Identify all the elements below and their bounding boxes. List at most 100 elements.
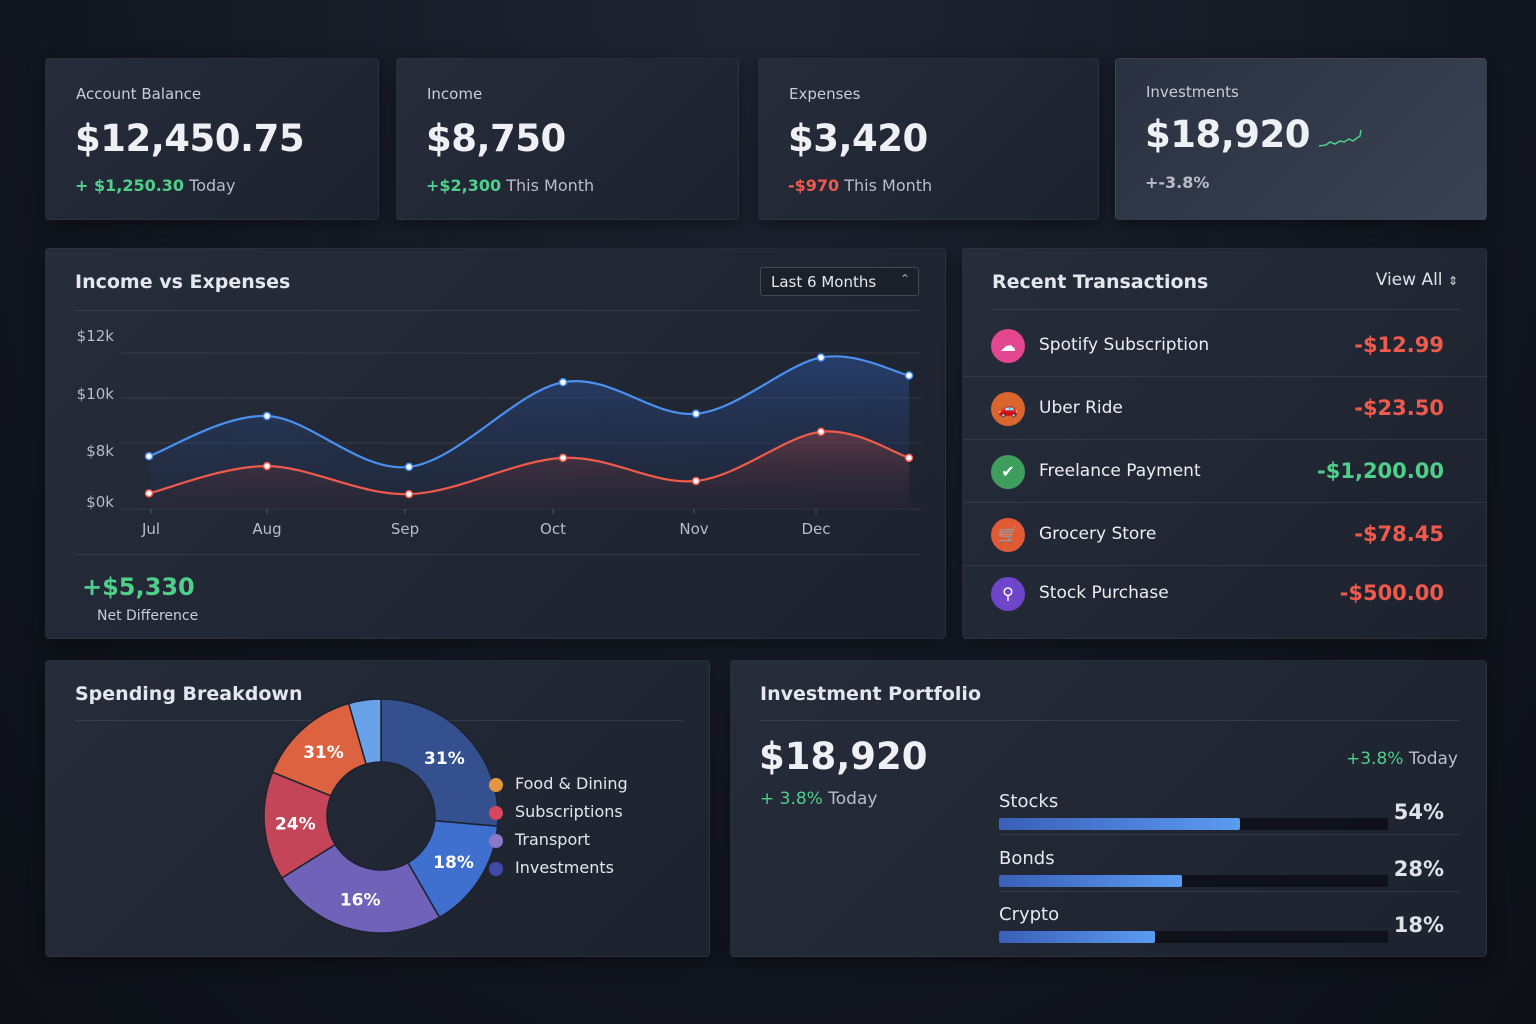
legend-dot [489,778,503,792]
y-tick-label: $12k [77,327,115,345]
transaction-amount: -$78.45 [1354,522,1444,546]
check-icon: ✔ [991,455,1025,489]
card-change: +$2,300 [426,176,502,195]
income-expenses-chart: $0k $8k $10k $12k Jul Aug Sep Oct Nov Dec [77,327,921,538]
legend-label: Transport [515,830,591,849]
legend-item: Food & Dining [489,774,628,793]
x-tick-label: Oct [540,520,566,538]
cloud-icon: ☁ [991,329,1025,363]
card-label: Expenses [789,85,861,103]
asset-percent: 18% [1393,913,1444,937]
data-point [404,462,414,472]
card-label: Investments [1146,83,1239,101]
chevron-updown-icon: ⌃ [899,272,910,286]
donut-slice [347,698,382,766]
data-point [144,489,154,498]
divider [992,309,1460,310]
legend-item: Investments [489,858,614,877]
card-change: + $1,250.30 [75,176,185,195]
donut-slice [280,843,441,934]
y-tick-label: $0k [86,493,114,511]
transaction-row[interactable]: ☁ Spotify Subscription -$12.99 [963,315,1486,377]
transaction-row[interactable]: 🛒 Grocery Store -$78.45 [963,504,1486,566]
account-balance-card: Account Balance $12,450.75 + $1,250.30 T… [45,58,379,220]
card-value: $8,750 [426,117,566,160]
spending-donut-chart: 31% 18% 16% 24% 31% [263,698,499,934]
range-select-value: Last 6 Months [771,273,877,291]
transaction-amount: -$23.50 [1354,396,1444,420]
income-expenses-panel: Income vs Expenses Last 6 Months ⌃ $0k $8k… [45,248,946,639]
recent-transactions-panel: Recent Transactions View All ⇕ ☁ Spotify… [962,248,1487,639]
portfolio-period-right: Today [1408,749,1458,769]
transaction-row[interactable]: ⚲ Stock Purchase -$500.00 [963,563,1486,625]
divider [999,891,1460,892]
asset-bar-track [999,818,1388,830]
panel-title: Spending Breakdown [75,683,303,705]
portfolio-change-right: +3.8% [1345,749,1404,769]
view-all-button[interactable]: View All ⇕ [1376,270,1458,290]
transaction-row[interactable]: ✔ Freelance Payment -$1,200.00 [963,441,1486,503]
data-point [144,451,154,461]
panel-title: Income vs Expenses [75,271,291,293]
transaction-name: Stock Purchase [1039,583,1169,603]
asset-bar-fill [999,931,1155,943]
legend-item: Transport [489,830,591,849]
transaction-row[interactable]: 🚗 Uber Ride -$23.50 [963,378,1486,440]
asset-percent: 28% [1393,857,1444,881]
panel-title: Investment Portfolio [760,683,981,705]
divider [75,554,919,555]
y-tick-label: $8k [86,442,114,460]
asset-bar-track [999,931,1388,943]
transaction-amount: -$500.00 [1339,581,1444,605]
transaction-amount: -$1,200.00 [1317,459,1444,483]
card-period: This Month [506,176,595,195]
investments-card: Investments $18,920 +-3.8% [1115,58,1487,220]
range-select[interactable]: Last 6 Months ⌃ [760,267,919,296]
card-change: -$970 [788,176,840,195]
transaction-name: Uber Ride [1039,398,1123,418]
slice-label: 31% [303,743,344,763]
slice-label: 18% [433,853,474,873]
slice-label: 31% [424,749,465,769]
legend-label: Food & Dining [515,774,628,793]
x-tick-label: Jul [141,520,160,538]
panel-title: Recent Transactions [992,271,1209,293]
net-difference-value: +$5,330 [82,573,195,601]
expenses-card: Expenses $3,420 -$970 This Month [758,58,1099,220]
asset-bar-fill [999,818,1241,830]
data-point [816,353,826,362]
x-tick-label: Dec [801,520,830,538]
asset-bar-fill [999,875,1182,887]
legend-dot [489,806,503,820]
chart-search-icon: ⚲ [991,577,1025,611]
card-label: Account Balance [76,85,202,103]
card-period: This Month [844,176,933,195]
asset-name: Bonds [999,848,1055,869]
chevron-updown-icon: ⇕ [1447,274,1458,288]
x-tick-label: Sep [391,520,419,538]
portfolio-value: $18,920 [759,735,928,778]
transaction-name: Grocery Store [1039,524,1157,544]
asset-percent: 54% [1393,800,1444,824]
asset-name: Crypto [999,904,1060,925]
data-point [262,411,272,421]
legend-label: Subscriptions [515,802,623,821]
y-tick-label: $10k [77,385,115,403]
spending-breakdown-panel: Spending Breakdown 31% 18% 16% 24% 31% Food … [45,660,710,957]
x-tick-label: Aug [252,520,281,538]
data-point [816,427,826,436]
transaction-amount: -$12.99 [1354,333,1444,357]
data-point [904,371,914,380]
card-period: Today [189,176,236,195]
portfolio-period: Today [828,789,878,809]
card-value: $3,420 [788,117,928,160]
series-area [149,356,909,509]
view-all-label: View All [1375,270,1443,290]
legend-item: Subscriptions [489,802,623,821]
transaction-name: Spotify Subscription [1039,335,1210,355]
investment-portfolio-panel: Investment Portfolio $18,920 + 3.8% Toda… [730,660,1487,957]
slice-label: 24% [275,814,316,834]
card-change: +-3.8% [1145,173,1210,192]
net-difference-label: Net Difference [97,608,199,624]
portfolio-change: + 3.8% [760,789,823,809]
